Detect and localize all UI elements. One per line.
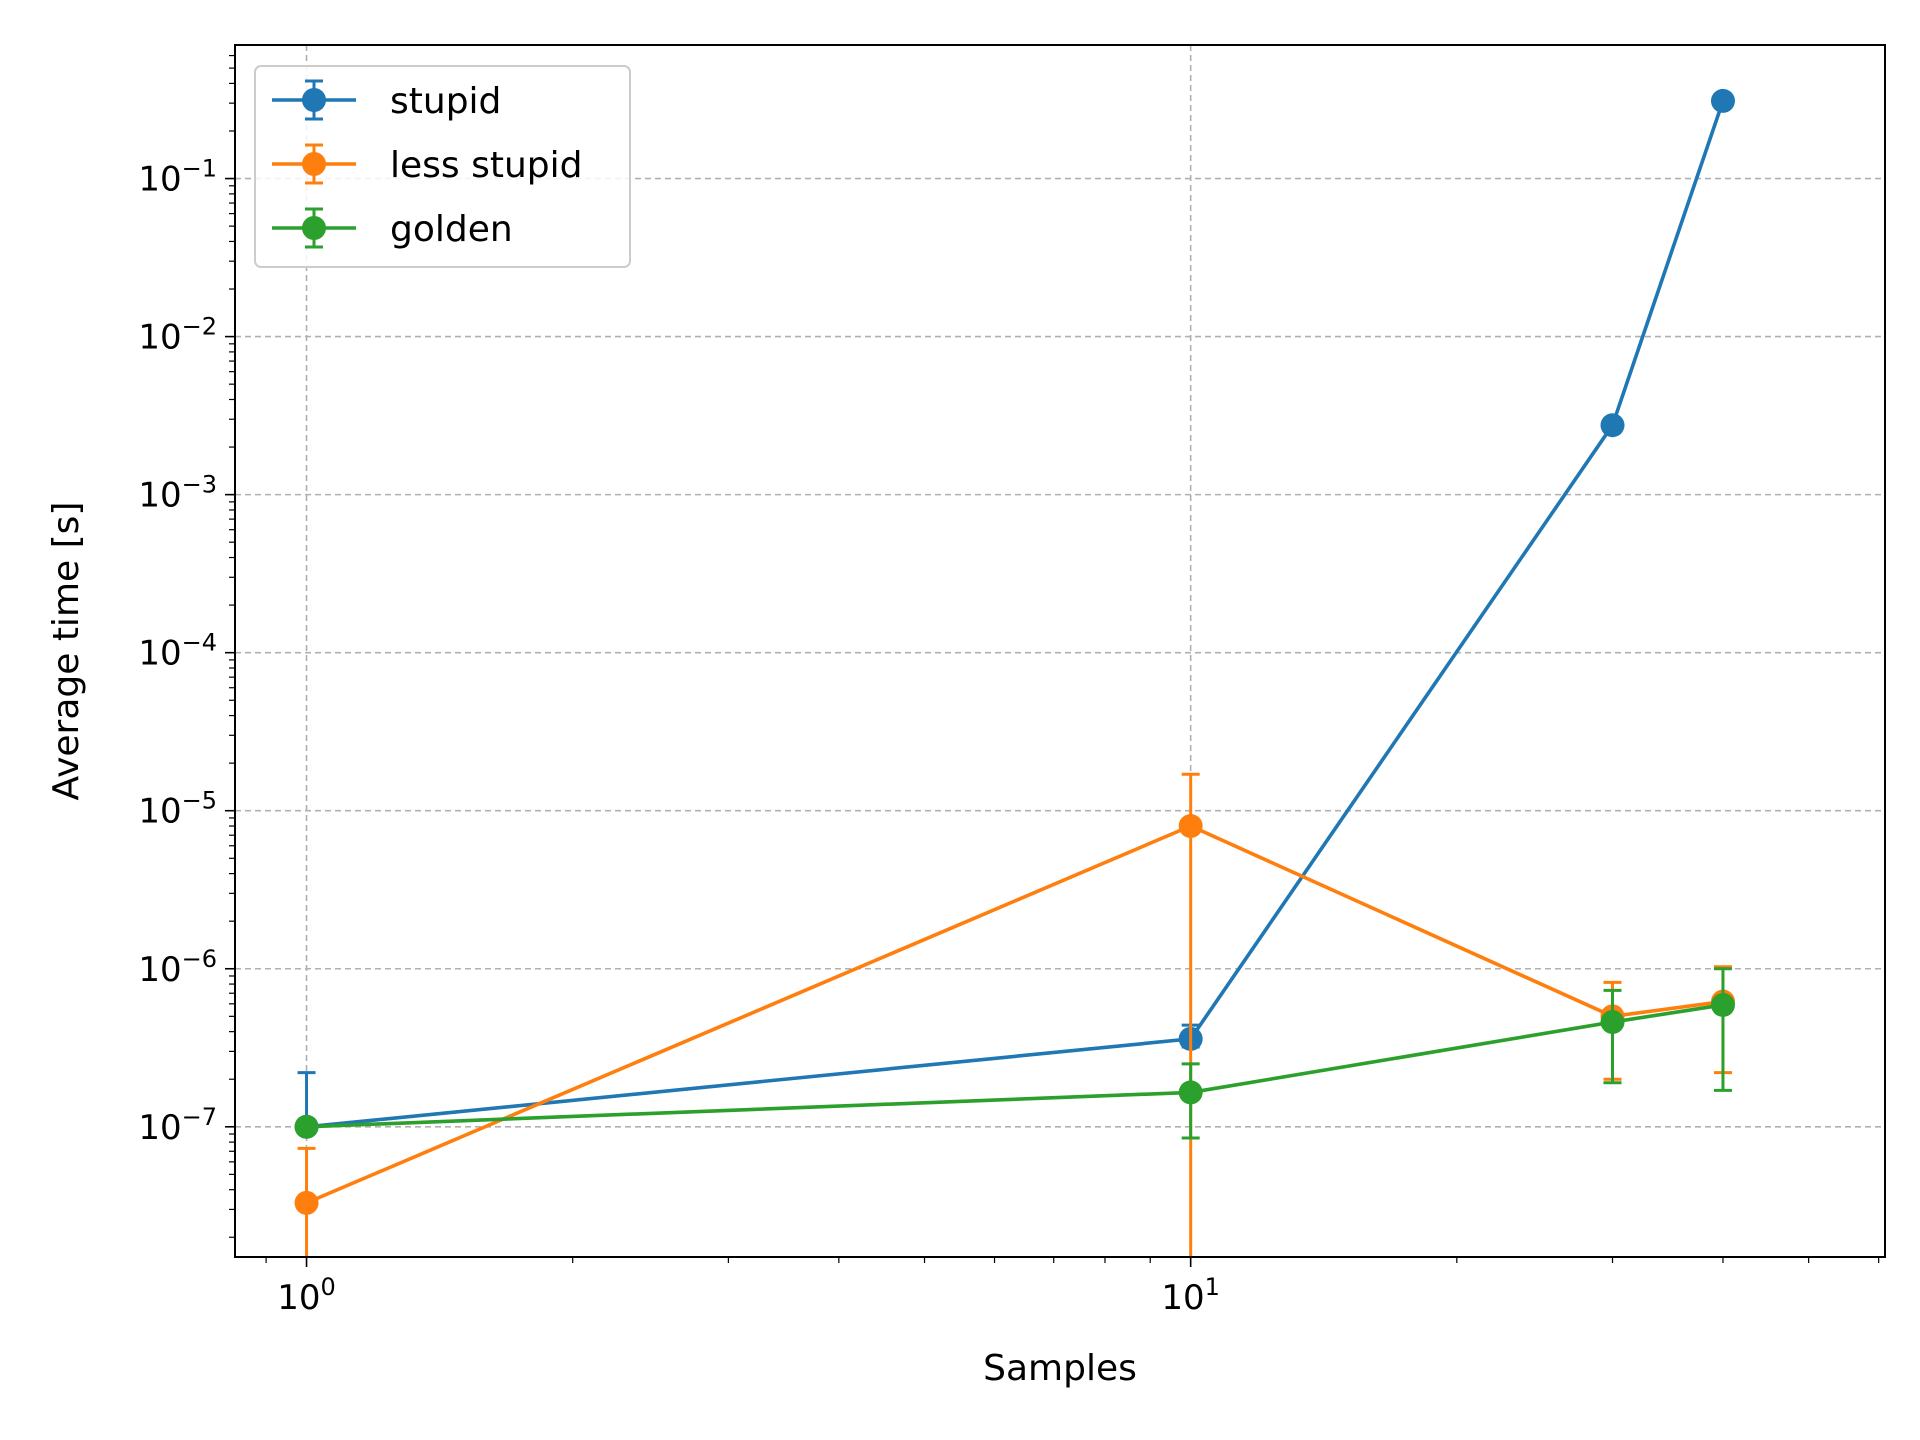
legend-entry: less stupid xyxy=(272,143,583,186)
legend-marker xyxy=(302,152,326,176)
series-layer xyxy=(294,88,1735,1257)
series-line xyxy=(306,100,1725,1129)
y-tick-label: 10−7 xyxy=(138,1103,217,1148)
y-tick-label: 10−6 xyxy=(138,945,217,990)
y-axis: 10−710−610−510−410−310−210−1 xyxy=(138,54,235,1238)
legend-label: stupid xyxy=(390,81,501,122)
y-tick-base: 10 xyxy=(138,1108,181,1148)
data-point xyxy=(294,1190,319,1215)
legend-label: golden xyxy=(390,209,513,250)
legend: stupid less stupid golden xyxy=(254,65,631,268)
data-point xyxy=(1710,88,1735,113)
y-tick-exponent: −4 xyxy=(182,629,217,657)
data-point xyxy=(1178,814,1203,839)
y-tick-exponent: −7 xyxy=(182,1103,217,1131)
x-tick-exponent: 1 xyxy=(1205,1273,1220,1301)
x-axis-label: Samples xyxy=(983,1348,1137,1389)
data-point xyxy=(1178,1080,1203,1105)
y-tick-exponent: −3 xyxy=(182,471,217,499)
y-tick-exponent: −2 xyxy=(182,313,217,341)
x-tick-base: 10 xyxy=(1161,1278,1204,1318)
x-tick-label: 100 xyxy=(277,1273,336,1318)
legend-marker xyxy=(302,216,326,240)
x-tick-label: 101 xyxy=(1161,1273,1220,1318)
legend-marker xyxy=(302,88,326,112)
y-tick-label: 10−2 xyxy=(138,313,217,358)
series-line xyxy=(305,824,1724,1205)
y-tick-exponent: −5 xyxy=(182,787,217,815)
y-tick-label: 10−5 xyxy=(138,787,217,832)
legend-label: less stupid xyxy=(390,145,583,186)
y-tick-exponent: −6 xyxy=(182,945,217,973)
plot-frame xyxy=(234,44,1886,1258)
y-tick-exponent: −1 xyxy=(182,155,217,183)
y-tick-base: 10 xyxy=(138,634,181,674)
legend-box xyxy=(254,65,631,268)
x-tick-base: 10 xyxy=(277,1278,320,1318)
legend-entry: stupid xyxy=(272,79,501,122)
y-tick-label: 10−1 xyxy=(138,155,217,200)
y-tick-base: 10 xyxy=(138,950,181,990)
data-point xyxy=(1600,413,1625,438)
data-point xyxy=(1600,1010,1625,1035)
y-axis-label: Average time [s] xyxy=(46,502,87,801)
series-line xyxy=(306,1003,1724,1129)
y-tick-base: 10 xyxy=(138,318,181,358)
y-tick-base: 10 xyxy=(138,160,181,200)
data-point xyxy=(294,1114,319,1139)
y-tick-base: 10 xyxy=(138,476,181,516)
y-tick-label: 10−4 xyxy=(138,629,217,674)
x-tick-exponent: 0 xyxy=(321,1273,336,1301)
y-tick-label: 10−3 xyxy=(138,471,217,516)
y-tick-base: 10 xyxy=(138,792,181,832)
x-axis: 100 101 xyxy=(265,1257,1880,1318)
legend-entry: golden xyxy=(272,207,513,250)
series-golden xyxy=(294,967,1735,1140)
data-point xyxy=(1710,992,1735,1017)
